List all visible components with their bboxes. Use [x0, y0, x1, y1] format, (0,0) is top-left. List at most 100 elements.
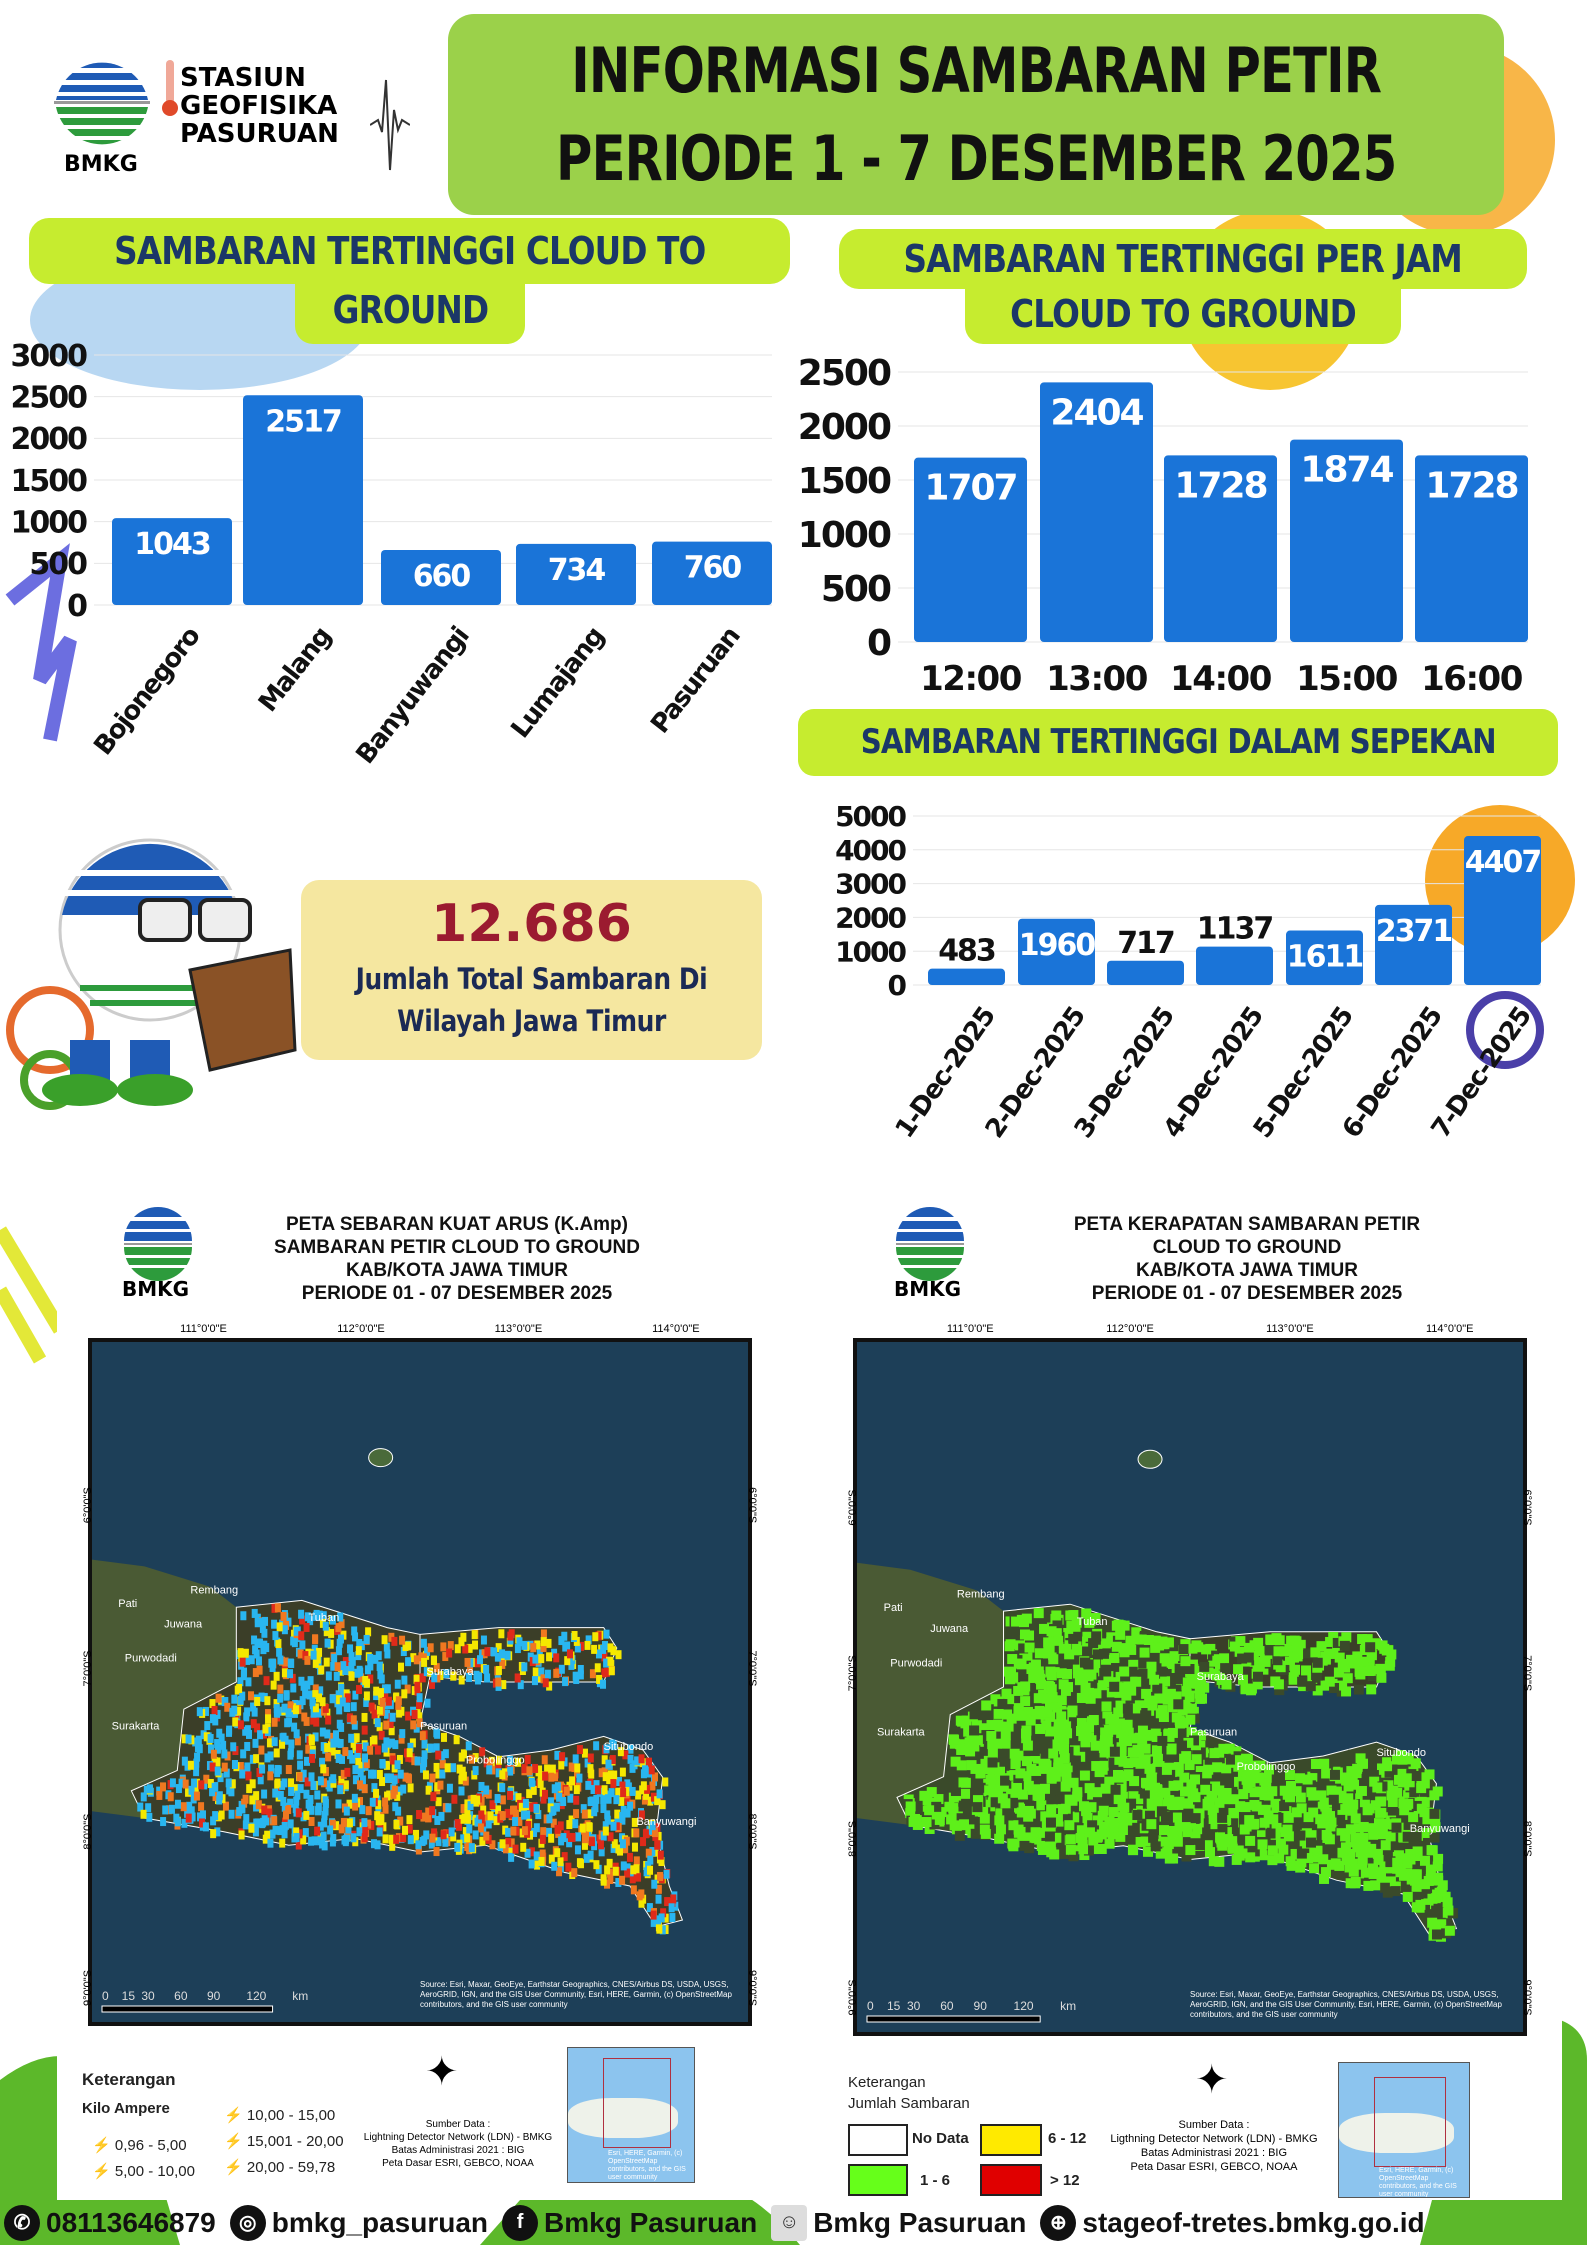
seismograph-icon: [370, 79, 410, 171]
longitude-label: 113°0'0"E: [1266, 1323, 1314, 1335]
latitude-label: 9°0'0"S: [847, 1979, 859, 2015]
other-social-contact[interactable]: ☺ Bmkg Pasuruan: [771, 2204, 1026, 2241]
bar-15:00: [1290, 439, 1403, 642]
bar-Lumajang: [516, 543, 636, 605]
bmkg-station-logo: BMKG STASIUN GEOFISIKA PASURUAN: [50, 50, 410, 185]
legend-title: Keterangan: [82, 2070, 176, 2089]
x-category-label: Banyuwangi: [350, 622, 475, 770]
header-per-hour-line2-box: CLOUD TO GROUND: [965, 289, 1401, 344]
place-label: Surakarta: [112, 1721, 161, 1733]
bar-Malang: [243, 395, 363, 605]
y-tick-label: 1000: [835, 935, 906, 968]
latitude-label: 8°0'0"S: [1521, 1821, 1533, 1857]
latitude-label: 8°0'0"S: [82, 1814, 94, 1850]
y-tick-label: 1500: [800, 461, 891, 502]
legend-item: ⚡ 20,00 - 59,78: [224, 2159, 336, 2176]
legend-swatch-over-12: [980, 2164, 1042, 2196]
y-tick-label: 0: [888, 969, 907, 1002]
station-line-2: GEOFISIKA: [180, 91, 338, 121]
legend-label: 6 - 12: [1048, 2130, 1087, 2147]
map1-title-1: PETA SEBARAN KUAT ARUS (K.Amp): [286, 1214, 628, 1235]
bar-value-label: 4407: [1465, 845, 1541, 880]
map1-title-2: SAMBARAN PETIR CLOUD TO GROUND: [274, 1237, 640, 1258]
place-label: Purwodadi: [890, 1657, 942, 1669]
x-category-label: 13:00: [1046, 659, 1148, 699]
x-category-label: 15:00: [1296, 659, 1398, 699]
chart-per-week: 0100020003000400050004831-Dec-202519602-…: [835, 800, 1542, 1144]
station-line-3: PASURUAN: [180, 119, 339, 149]
bar-Pasuruan: [652, 541, 772, 605]
scale-bar-label: 15: [887, 1999, 901, 2013]
bmkg-brand-text: BMKG: [894, 1277, 962, 1301]
central-java-land: [92, 1559, 237, 1818]
legend-item: ⚡ 5,00 - 10,00: [92, 2163, 195, 2180]
header-per-hour-line1: SAMBARAN TERTINGGI PER JAM: [903, 237, 1463, 281]
y-tick-label: 1000: [11, 505, 88, 540]
header-per-week-box: SAMBARAN TERTINGGI DALAM SEPEKAN: [798, 709, 1558, 776]
longitude-label: 111°0'0"E: [180, 1323, 227, 1335]
scale-bar: [101, 2005, 274, 2013]
bar-Bojonegoro: [112, 518, 232, 605]
map-strike-density[interactable]: 111°0'0"E 112°0'0"E 113°0'0"E 114°0'0"E 6°0'…: [845, 1320, 1535, 2040]
header-by-region-line2: GROUND: [332, 288, 488, 332]
scale-bar-label: 90: [207, 1989, 221, 2003]
header-per-week: SAMBARAN TERTINGGI DALAM SEPEKAN: [860, 722, 1496, 762]
map2-title-4: PERIODE 01 - 07 DESEMBER 2025: [1091, 1283, 1403, 1304]
footer-contacts: ✆ 08113646879 ◎ bmkg_pasuruan f Bmkg Pasuru…: [0, 2200, 1587, 2245]
scale-bar-label: km: [1060, 1999, 1076, 2013]
chart-per-hour: 0 500 1000 1500 2000 2500 1707 12:00 2404 13:00 17…: [800, 353, 1528, 699]
place-label: Purwodadi: [125, 1653, 177, 1665]
facebook-contact[interactable]: f Bmkg Pasuruan: [502, 2204, 757, 2241]
scale-bar-label: 15: [122, 1989, 136, 2003]
longitude-label: 114°0'0"E: [1426, 1323, 1474, 1335]
bar-value-label: 717: [1117, 926, 1174, 961]
longitude-label: 112°0'0"E: [1106, 1323, 1154, 1335]
header-by-region-line1-box: SAMBARAN TERTINGGI CLOUD TO: [29, 218, 790, 284]
place-label: Rembang: [957, 1588, 1005, 1600]
y-tick-label: 3000: [11, 340, 88, 374]
bawean-island: [368, 1448, 394, 1468]
strike-markers: [137, 1603, 679, 1935]
bar-4-Dec-2025: [1196, 946, 1273, 985]
latitude-label: 9°0'0"S: [82, 1970, 94, 2006]
instagram-contact[interactable]: ◎ bmkg_pasuruan: [229, 2204, 488, 2241]
legend-item: ⚡ 10,00 - 15,00: [224, 2107, 336, 2124]
place-label: Tuban: [1077, 1616, 1108, 1628]
longitude-label: 111°0'0"E: [947, 1323, 994, 1335]
place-label: Situbondo: [1376, 1747, 1426, 1759]
place-label: Pasuruan: [1190, 1726, 1237, 1738]
latitude-label: 6°0'0"S: [847, 1490, 859, 1526]
latitude-label: 7°0'0"S: [847, 1655, 859, 1691]
total-strikes-box: 12.686 Jumlah Total Sambaran Di Wilayah …: [301, 880, 762, 1060]
place-label: Rembang: [190, 1585, 238, 1597]
place-label: Pasuruan: [420, 1721, 467, 1733]
place-label: Probolinggo: [1237, 1761, 1296, 1773]
x-category-label: Pasuruan: [645, 622, 746, 739]
y-tick-label: 0: [867, 623, 891, 664]
website-link[interactable]: ⊕ stageof-tretes.bmkg.go.id: [1040, 2204, 1425, 2241]
scale-bar-label: 30: [907, 1999, 921, 2013]
scale-bar-label: 0: [867, 1999, 874, 2013]
map2-title-3: KAB/KOTA JAWA TIMUR: [1135, 1260, 1358, 1281]
place-label: Surabaya: [427, 1666, 475, 1678]
bar-Banyuwangi: [381, 550, 501, 605]
chart-by-region: 0 500 1000 1500 2000 2500 3000 1043 Bojonegoro 25…: [11, 340, 772, 770]
whatsapp-contact[interactable]: ✆ 08113646879: [4, 2204, 216, 2241]
title-line-2: PERIODE 1 - 7 DESEMBER 2025: [555, 121, 1397, 195]
map-attribution: Source: Esri, Maxar, GeoEye, Earthstar G…: [420, 1980, 732, 2009]
header-per-hour-line2: CLOUD TO GROUND: [1010, 292, 1357, 336]
bar-2-Dec-2025: [1018, 918, 1095, 985]
scale-bar-label: 30: [141, 1989, 155, 2003]
bar-value-label: 2371: [1376, 914, 1452, 949]
central-java-land: [857, 1562, 1004, 1825]
facebook-icon: f: [502, 2204, 539, 2241]
total-strikes-label-1: Jumlah Total Sambaran Di: [355, 962, 708, 996]
map-current-strength[interactable]: 111°0'0"E 112°0'0"E 113°0'0"E 114°0'0"E 6°0'…: [80, 1320, 760, 2030]
scale-bar-label: 60: [174, 1989, 188, 2003]
bar-value-label: 2517: [265, 404, 341, 439]
inset-map-2: Esri, HERE, Garmin, (c) OpenStreetMap co…: [1338, 2062, 1470, 2198]
y-tick-label: 0: [67, 589, 87, 624]
legend-subtitle: Kilo Ampere: [82, 2100, 170, 2117]
scale-bar-label: km: [292, 1989, 308, 2003]
lightning-icon: ⚡: [224, 2107, 243, 2124]
